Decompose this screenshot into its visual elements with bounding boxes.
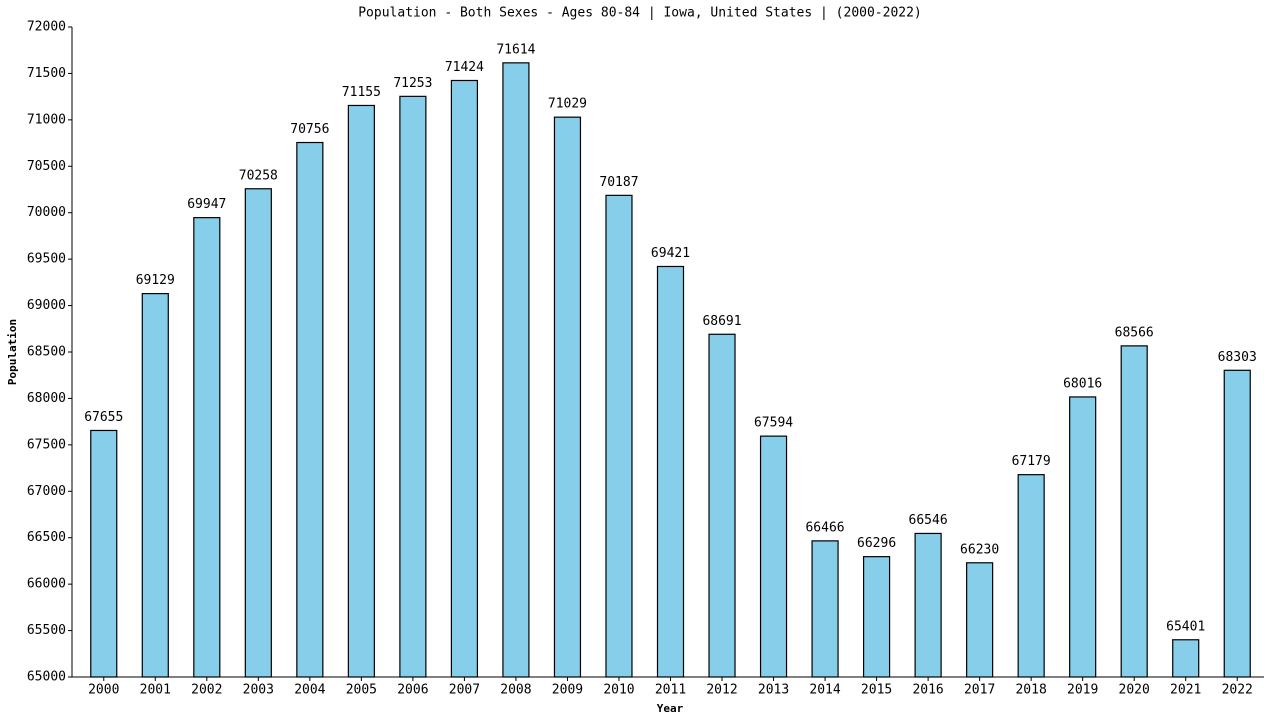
y-tick-label: 71000: [27, 112, 66, 127]
value-label: 66230: [960, 542, 999, 557]
x-tick-label: 2009: [552, 683, 583, 698]
value-label: 71253: [393, 76, 432, 91]
y-tick-label: 71500: [27, 66, 66, 81]
x-tick-label: 2007: [449, 683, 480, 698]
y-tick-label: 65000: [27, 670, 66, 685]
value-label: 68303: [1218, 350, 1257, 365]
y-tick-label: 66500: [27, 530, 66, 545]
value-label: 70187: [599, 175, 638, 190]
value-label: 71029: [548, 97, 587, 112]
value-label: 69129: [136, 273, 175, 288]
value-label: 66296: [857, 536, 896, 551]
x-tick-label: 2008: [500, 683, 531, 698]
y-tick-label: 70500: [27, 159, 66, 174]
bar: [193, 217, 221, 678]
x-tick-label: 2010: [603, 683, 634, 698]
x-tick-label: 2014: [809, 683, 840, 698]
bar: [811, 540, 839, 678]
value-label: 65401: [1166, 619, 1205, 634]
y-tick-label: 67500: [27, 437, 66, 452]
bar: [502, 62, 530, 678]
value-label: 66546: [909, 513, 948, 528]
bar: [553, 116, 582, 678]
bar: [1017, 474, 1045, 678]
y-tick-label: 72000: [27, 20, 66, 35]
y-tick-label: 65500: [27, 623, 66, 638]
value-label: 68016: [1063, 376, 1102, 391]
x-tick-label: 2021: [1170, 683, 1201, 698]
value-label: 66466: [805, 520, 844, 535]
bar: [1172, 639, 1200, 678]
bar: [347, 104, 375, 678]
x-tick-label: 2015: [861, 683, 892, 698]
bar: [90, 429, 118, 678]
x-tick-label: 2012: [706, 683, 737, 698]
y-tick-label: 68000: [27, 391, 66, 406]
x-tick-label: 2019: [1067, 683, 1098, 698]
y-tick-label: 67000: [27, 484, 66, 499]
value-label: 70258: [239, 168, 278, 183]
x-tick-label: 2018: [1015, 683, 1046, 698]
bar: [656, 265, 685, 678]
value-label: 71424: [445, 60, 484, 75]
y-tick-label: 70000: [27, 205, 66, 220]
y-tick-label: 69000: [27, 298, 66, 313]
value-label: 68566: [1115, 325, 1154, 340]
bar: [141, 292, 169, 678]
bar: [244, 188, 272, 678]
value-label: 67655: [84, 410, 123, 425]
value-label: 71614: [496, 42, 535, 57]
y-tick-label: 66000: [27, 577, 66, 592]
bar: [296, 141, 324, 678]
y-tick-label: 68500: [27, 345, 66, 360]
bar: [862, 556, 891, 678]
x-tick-label: 2005: [346, 683, 377, 698]
value-label: 67594: [754, 416, 793, 431]
value-label: 67179: [1012, 454, 1051, 469]
x-tick-label: 2001: [140, 683, 171, 698]
value-label: 68691: [702, 314, 741, 329]
bar: [1223, 369, 1251, 678]
x-tick-label: 2017: [964, 683, 995, 698]
x-tick-label: 2004: [294, 683, 325, 698]
bar: [708, 333, 736, 678]
bar: [1069, 396, 1097, 678]
chart-title: Population - Both Sexes - Ages 80-84 | I…: [358, 6, 922, 21]
bar: [399, 95, 427, 678]
x-tick-label: 2020: [1119, 683, 1150, 698]
x-tick-label: 2022: [1222, 683, 1253, 698]
x-tick-label: 2013: [758, 683, 789, 698]
value-label: 69947: [187, 197, 226, 212]
x-tick-label: 2000: [88, 683, 119, 698]
x-tick-label: 2011: [655, 683, 686, 698]
x-tick-label: 2006: [397, 683, 428, 698]
bar: [914, 532, 942, 678]
x-tick-label: 2002: [191, 683, 222, 698]
value-label: 70756: [290, 122, 329, 137]
x-tick-label: 2003: [243, 683, 274, 698]
bar: [450, 79, 479, 678]
bar: [605, 194, 633, 678]
value-label: 69421: [651, 246, 690, 261]
bar: [1120, 345, 1148, 678]
x-axis-label: Year: [657, 702, 684, 715]
bar: [966, 562, 994, 678]
bar: [759, 435, 788, 678]
value-label: 71155: [342, 85, 381, 100]
y-tick-label: 69500: [27, 252, 66, 267]
x-tick-label: 2016: [912, 683, 943, 698]
y-axis-label: Population: [6, 319, 19, 385]
